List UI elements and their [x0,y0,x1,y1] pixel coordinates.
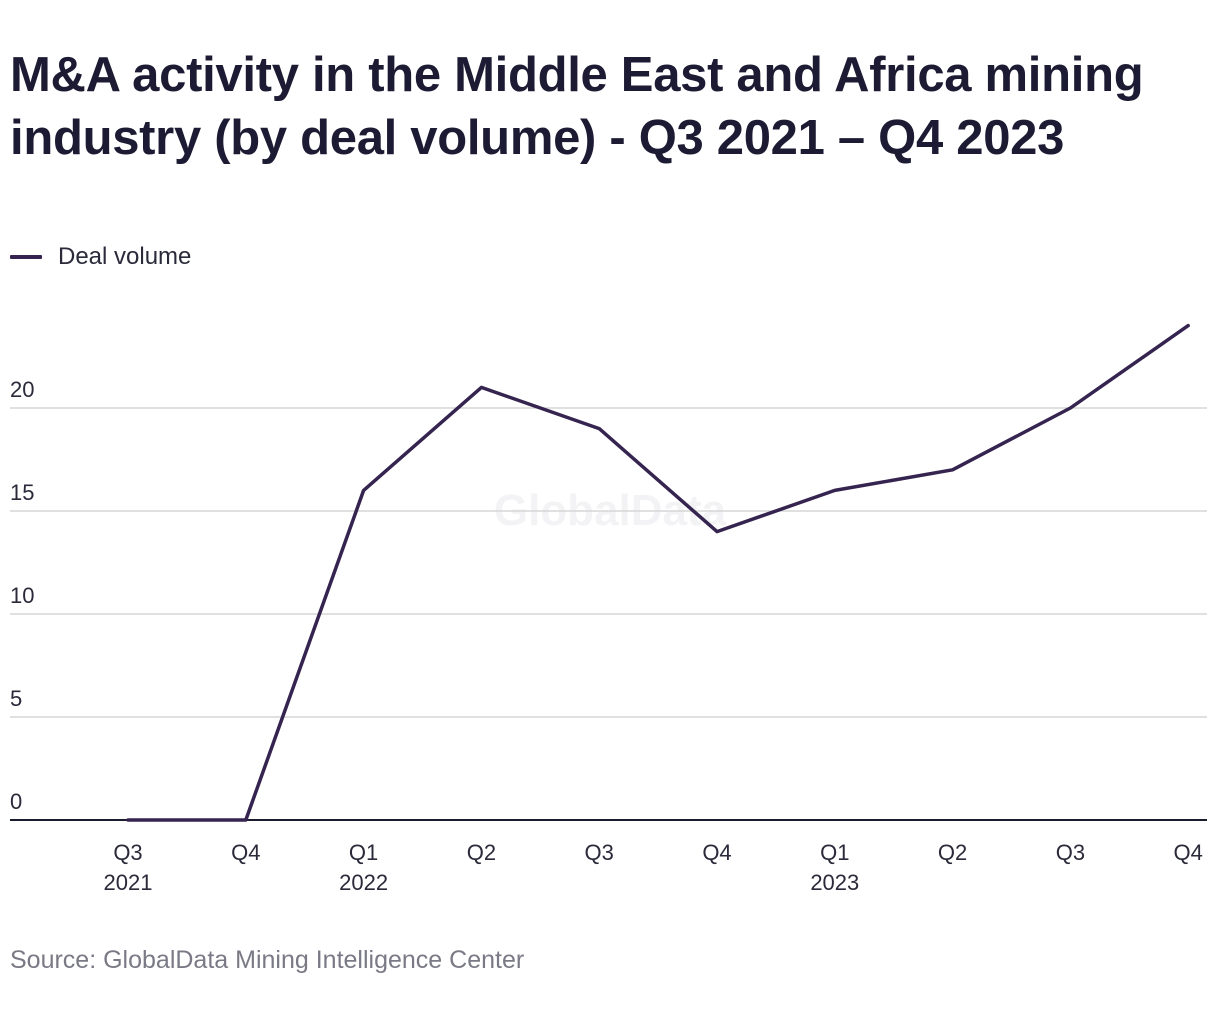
x-tick-label: Q3 [585,840,614,865]
data-point [1186,324,1190,328]
chart-title: M&A activity in the Middle East and Afri… [10,48,1144,165]
data-point [126,818,130,822]
y-tick-label: 15 [10,480,34,505]
x-tick-label: Q1 [349,840,378,865]
y-tick-label: 5 [10,686,22,711]
x-tick-label: Q1 [820,840,849,865]
y-axis-tick-labels: 0 5 10 15 20 [10,377,34,814]
x-tick-label: Q2 [938,840,967,865]
x-tick-label: Q4 [231,840,260,865]
x-tick-year-label: 2023 [810,870,859,895]
y-tick-label: 20 [10,377,34,402]
data-point [833,488,837,492]
x-axis-tick-labels: Q3 2021 Q4 Q1 2022 Q2 Q3 Q4 Q1 2023 Q2 Q3 Q4 [104,840,1203,895]
x-tick-label: Q3 [113,840,142,865]
y-tick-label: 0 [10,789,22,814]
legend: Deal volume [10,242,191,272]
data-point [362,488,366,492]
data-point [244,818,248,822]
x-tick-label: Q4 [702,840,731,865]
data-point [479,385,483,389]
gridlines [10,407,1207,718]
series-deal-volume [126,323,1190,822]
source-note: Source: GlobalData Mining Intelligence C… [10,946,525,974]
y-tick-label: 10 [10,583,34,608]
x-tick-year-label: 2022 [339,870,388,895]
legend-line-swatch [10,255,42,259]
x-tick-label: Q3 [1056,840,1085,865]
x-tick-label: Q2 [467,840,496,865]
x-tick-year-label: 2021 [104,870,153,895]
series-line-deal-volume [126,323,1190,822]
data-point [951,468,955,472]
data-point [1068,406,1072,410]
legend-label: Deal volume [58,243,192,270]
data-point [715,530,719,534]
x-tick-label: Q4 [1174,840,1203,865]
data-point [597,427,601,431]
